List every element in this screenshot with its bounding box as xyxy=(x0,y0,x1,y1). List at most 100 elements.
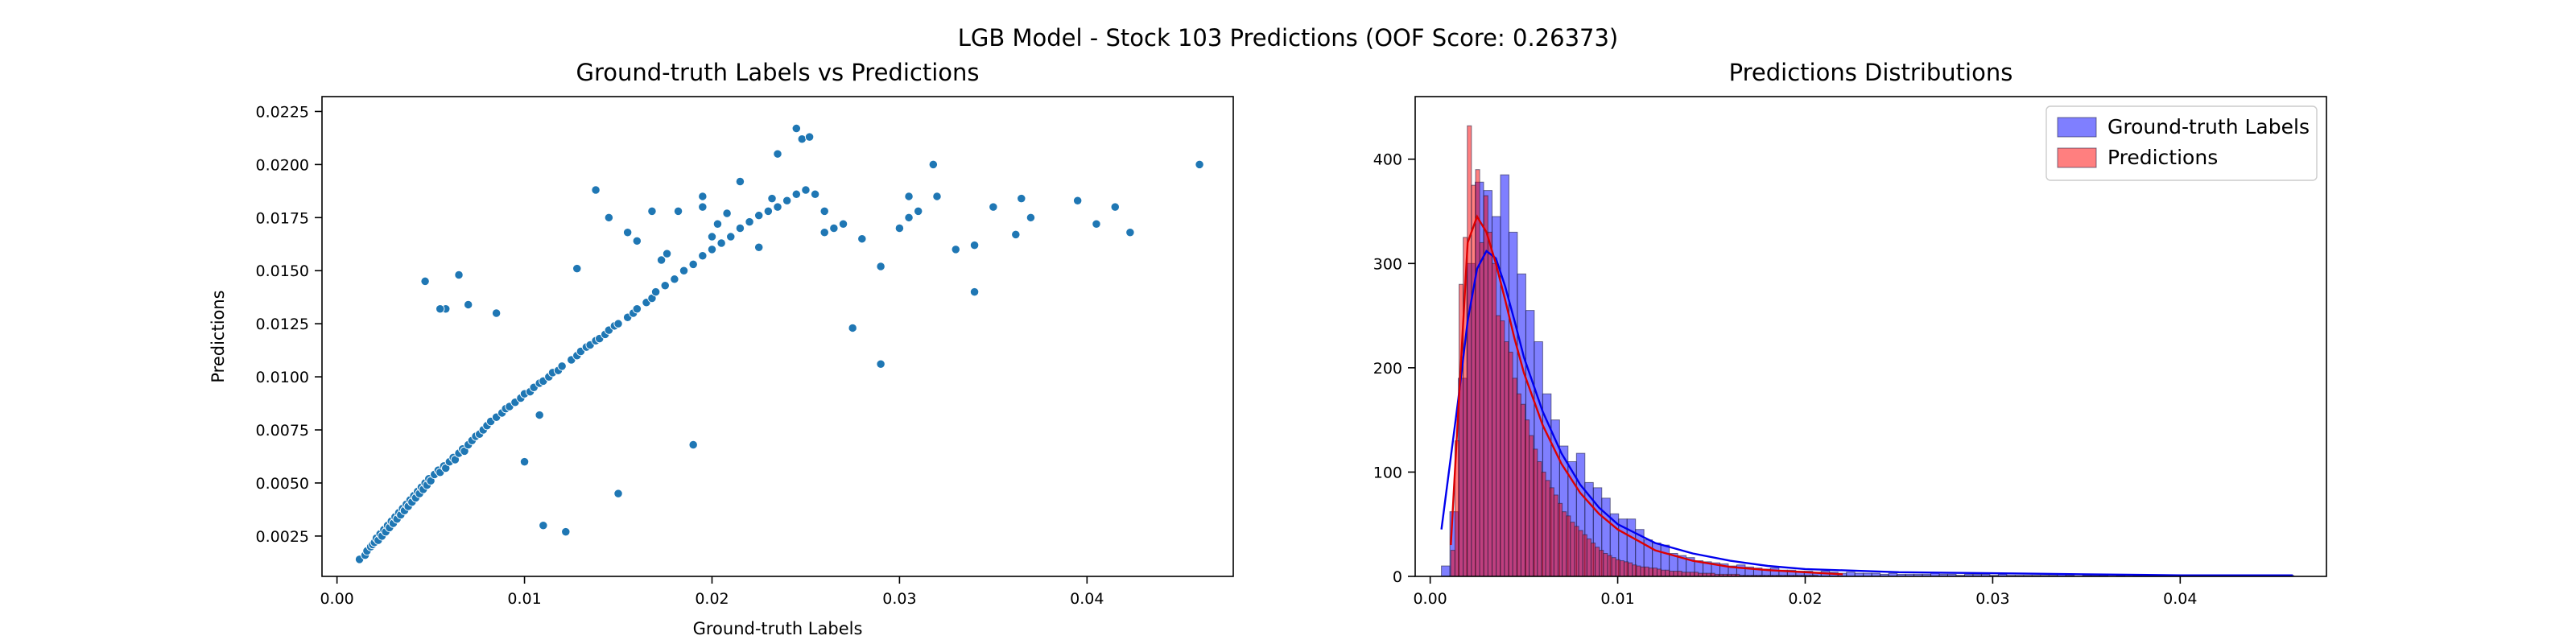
scatter-point xyxy=(763,206,774,217)
scatter-point xyxy=(712,219,723,229)
hist-bar xyxy=(1590,543,1596,577)
kde-line-predictions xyxy=(1450,214,1843,576)
kde-line-ground-truth xyxy=(1440,249,2293,576)
hist-x-tick-label: 0.02 xyxy=(1788,590,1822,608)
legend-frame xyxy=(2046,105,2318,181)
scatter-point xyxy=(673,206,683,217)
scatter-point xyxy=(698,251,708,261)
legend-swatch xyxy=(2057,117,2097,138)
scatter-point xyxy=(1110,202,1120,212)
scatter-point xyxy=(782,196,792,205)
scatter-point xyxy=(613,489,623,498)
hist-axes-frame xyxy=(1414,96,2327,577)
scatter-point xyxy=(591,185,601,195)
scatter-point xyxy=(735,176,745,187)
hist-bar xyxy=(1648,568,1653,577)
scatter-point xyxy=(557,361,567,371)
scatter-point xyxy=(464,299,473,310)
hist-bar xyxy=(1578,530,1583,577)
scatter-point xyxy=(876,359,886,369)
hist-y-tick-label: 100 xyxy=(1373,464,1402,481)
hist-bar xyxy=(1524,419,1530,577)
scatter-point xyxy=(632,236,642,246)
hist-y-tick-label: 400 xyxy=(1373,151,1402,169)
hist-bar xyxy=(1441,565,1451,577)
scatter-point xyxy=(491,308,502,318)
hist-bar xyxy=(1479,242,1484,577)
scatter-point xyxy=(572,263,582,274)
hist-bar xyxy=(1665,569,1670,577)
scatter-point xyxy=(754,242,764,252)
scatter-point xyxy=(688,440,698,450)
legend: Ground-truth Labels Predictions xyxy=(2046,105,2318,181)
legend-swatch xyxy=(2057,147,2097,168)
scatter-point xyxy=(735,223,745,233)
scatter-point xyxy=(436,304,445,314)
hist-bar xyxy=(1500,320,1505,577)
scatter-point xyxy=(679,266,689,275)
hist-bar xyxy=(1632,564,1637,577)
hist-bar xyxy=(1562,511,1567,577)
scatter-point xyxy=(810,189,820,199)
scatter-point xyxy=(876,262,886,271)
hist-bar xyxy=(1475,169,1480,577)
hist-y-tick-label: 200 xyxy=(1373,360,1402,378)
scatter-title: Ground-truth Labels vs Predictions xyxy=(576,59,979,86)
hist-bar xyxy=(1512,378,1517,577)
scatter-point xyxy=(928,159,938,170)
scatter-x-tick-label: 0.03 xyxy=(882,590,916,608)
scatter-point xyxy=(804,132,815,142)
scatter-x-axis-label: Ground-truth Labels xyxy=(693,619,863,638)
scatter-x-tick-label: 0.01 xyxy=(507,590,541,608)
scatter-axes-frame xyxy=(321,96,1234,577)
scatter-x-tick-label: 0.02 xyxy=(695,590,729,608)
scatter-point xyxy=(707,232,717,242)
scatter-point xyxy=(670,275,679,284)
hist-bar xyxy=(1529,435,1534,577)
scatter-point xyxy=(989,202,998,212)
hist-bar xyxy=(1471,184,1476,577)
scatter-point xyxy=(698,202,708,212)
hist-bar xyxy=(1599,550,1604,577)
scatter-points xyxy=(354,123,1204,564)
scatter-point xyxy=(1026,213,1036,222)
hist-bar xyxy=(1508,351,1513,577)
hist-bar xyxy=(1566,515,1571,577)
scatter-point xyxy=(819,228,829,237)
hist-bar xyxy=(1628,562,1633,577)
scatter-y-tick-label: 0.0100 xyxy=(256,369,309,386)
hist-x-tick-label: 0.04 xyxy=(2163,590,2197,608)
scatter-point xyxy=(604,213,614,222)
hist-bar xyxy=(1553,494,1558,577)
hist-bar xyxy=(1661,569,1666,577)
hist-bar xyxy=(1677,571,1682,577)
hist-x-tick-label: 0.00 xyxy=(1413,590,1447,608)
scatter-point xyxy=(650,287,661,297)
scatter-point xyxy=(647,206,657,217)
scatter-y-tick-label: 0.0050 xyxy=(256,475,309,493)
scatter-point xyxy=(857,234,867,244)
hist-bar xyxy=(1619,560,1624,577)
hist-bar xyxy=(1644,566,1649,577)
scatter-point xyxy=(801,185,811,195)
scatter-point xyxy=(623,228,633,237)
scatter-point xyxy=(1011,229,1021,240)
scatter-point xyxy=(535,410,544,420)
hist-bar xyxy=(1533,448,1538,577)
scatter-point xyxy=(914,206,923,217)
scatter-point xyxy=(791,189,801,199)
scatter-point xyxy=(688,259,698,269)
hist-bar xyxy=(1541,471,1546,577)
hist-bar xyxy=(1574,526,1579,577)
scatter-point xyxy=(969,287,980,297)
scatter-point xyxy=(951,245,960,254)
scatter-point xyxy=(726,232,736,242)
scatter-point xyxy=(707,245,717,254)
scatter-point xyxy=(519,456,530,467)
scatter-point xyxy=(767,193,777,204)
scatter-point xyxy=(632,304,642,314)
hist-bar xyxy=(1520,403,1525,577)
hist-bar xyxy=(1467,125,1472,577)
hist-bar xyxy=(1623,561,1629,577)
